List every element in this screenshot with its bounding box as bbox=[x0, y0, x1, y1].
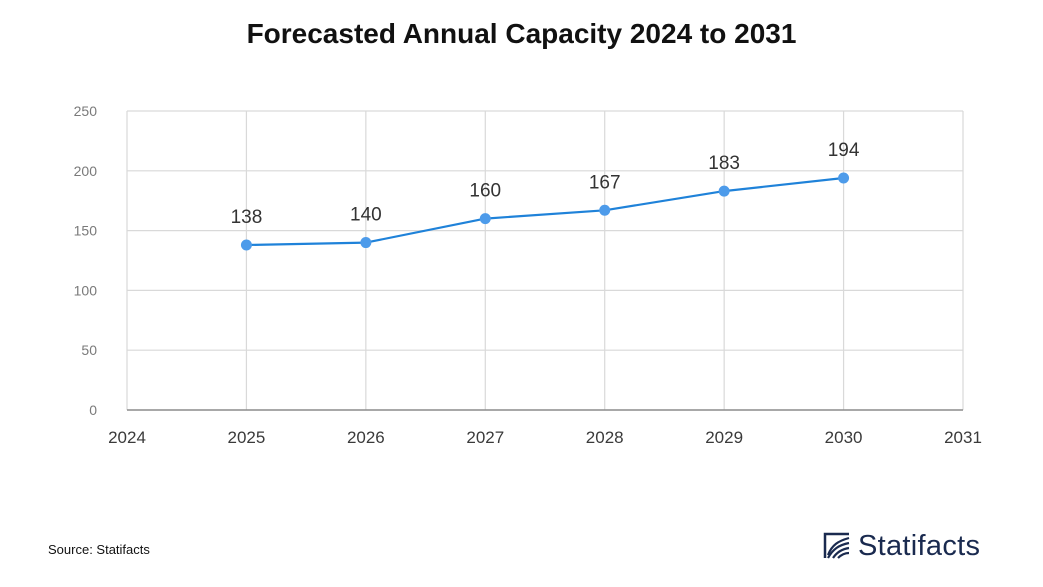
data-point bbox=[718, 185, 730, 197]
series-line bbox=[246, 176, 844, 247]
source-note: Source: Statifacts bbox=[48, 542, 150, 557]
data-point bbox=[479, 213, 491, 225]
x-tick-label: 2027 bbox=[466, 428, 504, 447]
x-tick-label: 2030 bbox=[825, 428, 863, 447]
y-tick-label: 250 bbox=[74, 103, 98, 119]
data-labels: 138 140 160 167 183 194 bbox=[231, 140, 860, 228]
data-label: 160 bbox=[469, 181, 501, 202]
x-tick-label: 2031 bbox=[944, 428, 982, 447]
data-point bbox=[838, 172, 850, 184]
y-tick-labels: 0 50 100 150 200 250 bbox=[74, 103, 98, 418]
chart-title: Forecasted Annual Capacity 2024 to 2031 bbox=[246, 18, 797, 49]
x-tick-label: 2025 bbox=[228, 428, 266, 447]
y-tick-label: 150 bbox=[74, 223, 98, 239]
x-tick-label: 2026 bbox=[347, 428, 385, 447]
x-tick-label: 2028 bbox=[586, 428, 624, 447]
y-tick-label: 200 bbox=[74, 163, 98, 179]
data-point bbox=[360, 237, 372, 249]
x-tick-label: 2024 bbox=[108, 428, 146, 447]
y-tick-label: 0 bbox=[89, 402, 97, 418]
data-label: 167 bbox=[589, 172, 621, 193]
data-label: 183 bbox=[708, 153, 740, 174]
brand-name: Statifacts bbox=[858, 529, 981, 562]
data-point bbox=[599, 204, 611, 216]
data-label: 138 bbox=[231, 207, 263, 228]
y-tick-label: 100 bbox=[74, 282, 98, 298]
data-label: 194 bbox=[828, 140, 860, 161]
x-tick-labels: 2024 2025 2026 2027 2028 2029 2030 2031 bbox=[108, 428, 982, 447]
brand-logo: Statifacts bbox=[822, 528, 980, 564]
statifacts-logo-icon bbox=[823, 532, 850, 559]
data-label: 140 bbox=[350, 205, 382, 226]
x-tick-label: 2029 bbox=[705, 428, 743, 447]
y-tick-label: 50 bbox=[81, 342, 97, 358]
grid bbox=[126, 110, 964, 410]
series bbox=[240, 172, 850, 251]
data-point bbox=[240, 239, 252, 251]
